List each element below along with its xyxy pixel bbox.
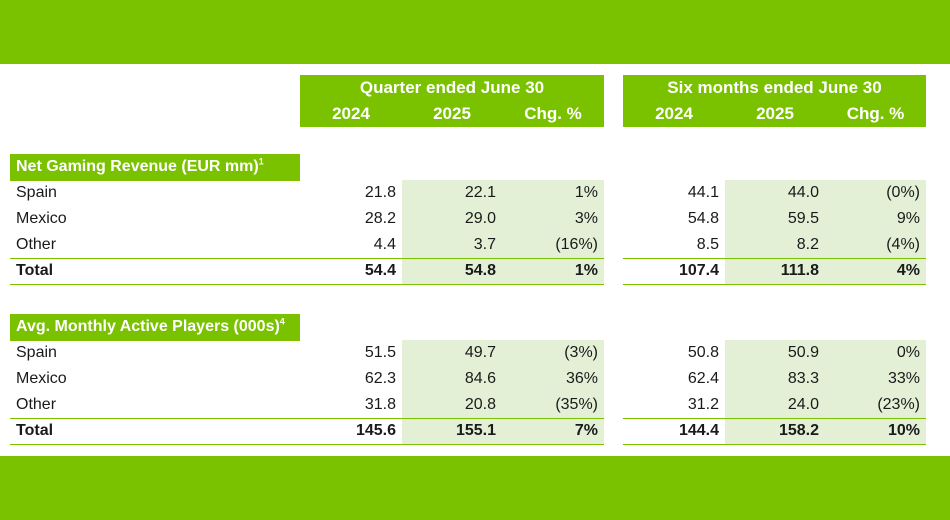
section-title-rule [10,340,300,341]
row-label: Other [16,236,57,253]
cell-six-months-2024: 144.4 [678,422,719,439]
section-title-text: Avg. Monthly Active Players (000s) [16,318,280,335]
cell-quarter-2025: 29.0 [402,206,502,232]
row-label: Total [16,262,54,279]
cell-six-months-2025: 24.0 [725,392,825,418]
cell-quarter-2025: 84.6 [402,366,502,392]
six-months-group-header: Six months ended June 30 [623,75,926,101]
six-months-col-2024-header: 2024 [623,101,725,127]
cell-quarter-chg: 1% [502,180,604,206]
cell-quarter-2025: 49.7 [402,340,502,366]
cell-quarter-2025: 54.8 [402,258,502,284]
cell-quarter-2024: 145.6 [355,422,396,439]
six-months-col-chg-header: Chg. % [825,101,926,127]
quarter-col-chg-header: Chg. % [502,101,604,127]
total-bottom-rule [10,444,604,445]
cell-six-months-2025: 44.0 [725,180,825,206]
cell-quarter-2025: 155.1 [402,418,502,444]
cell-quarter-chg: 3% [502,206,604,232]
row-label: Other [16,396,57,413]
cell-quarter-2024: 31.8 [364,396,396,413]
cell-six-months-chg: (4%) [825,232,926,258]
cell-quarter-2025: 20.8 [402,392,502,418]
cell-six-months-chg: (0%) [825,180,926,206]
total-bottom-rule [623,284,926,285]
row-label: Total [16,422,54,439]
cell-quarter-chg: (35%) [502,392,604,418]
total-top-rule [10,418,604,419]
cell-six-months-2025: 83.3 [725,366,825,392]
quarter-col-2025-header: 2025 [402,101,502,127]
row-label: Mexico [16,370,67,387]
cell-quarter-chg: (3%) [502,340,604,366]
cell-quarter-chg: 7% [502,418,604,444]
row-label: Mexico [16,210,67,227]
cell-quarter-2025: 22.1 [402,180,502,206]
cell-six-months-2025: 8.2 [725,232,825,258]
section-title-text: Net Gaming Revenue (EUR mm) [16,158,259,175]
cell-six-months-chg: 0% [825,340,926,366]
cell-six-months-chg: 4% [825,258,926,284]
cell-six-months-2024: 44.1 [687,184,719,201]
quarter-col-2024-header: 2024 [300,101,402,127]
total-top-rule [10,258,604,259]
cell-six-months-2024: 107.4 [678,262,719,279]
cell-quarter-2024: 4.4 [373,236,396,253]
cell-six-months-chg: (23%) [825,392,926,418]
row-label: Spain [16,344,57,361]
cell-quarter-2024: 54.4 [364,262,396,279]
cell-quarter-2024: 62.3 [364,370,396,387]
section-title-rule [10,180,300,181]
cell-six-months-2024: 54.8 [687,210,719,227]
cell-six-months-2025: 50.9 [725,340,825,366]
cell-six-months-2024: 50.8 [687,344,719,361]
section-title: Avg. Monthly Active Players (000s)4 [10,314,300,340]
cell-six-months-chg: 9% [825,206,926,232]
cell-six-months-2024: 8.5 [696,236,719,253]
cell-six-months-2025: 59.5 [725,206,825,232]
cell-quarter-2025: 3.7 [402,232,502,258]
section-title: Net Gaming Revenue (EUR mm)1 [10,154,300,180]
cell-six-months-chg: 10% [825,418,926,444]
total-top-rule [623,258,926,259]
total-bottom-rule [623,444,926,445]
cell-six-months-2025: 158.2 [725,418,825,444]
six-months-col-2025-header: 2025 [725,101,825,127]
footnote-marker: 4 [279,316,285,327]
cell-six-months-2025: 111.8 [725,258,825,284]
cell-quarter-2024: 51.5 [364,344,396,361]
cell-quarter-2024: 28.2 [364,210,396,227]
total-top-rule [623,418,926,419]
cell-quarter-chg: 36% [502,366,604,392]
quarter-group-header: Quarter ended June 30 [300,75,604,101]
cell-six-months-chg: 33% [825,366,926,392]
row-label: Spain [16,184,57,201]
bottom-banner [0,456,950,520]
cell-six-months-2024: 62.4 [687,370,719,387]
cell-six-months-2024: 31.2 [687,396,719,413]
footnote-marker: 1 [258,156,264,167]
cell-quarter-chg: 1% [502,258,604,284]
top-banner [0,0,950,64]
cell-quarter-chg: (16%) [502,232,604,258]
cell-quarter-2024: 21.8 [364,184,396,201]
total-bottom-rule [10,284,604,285]
